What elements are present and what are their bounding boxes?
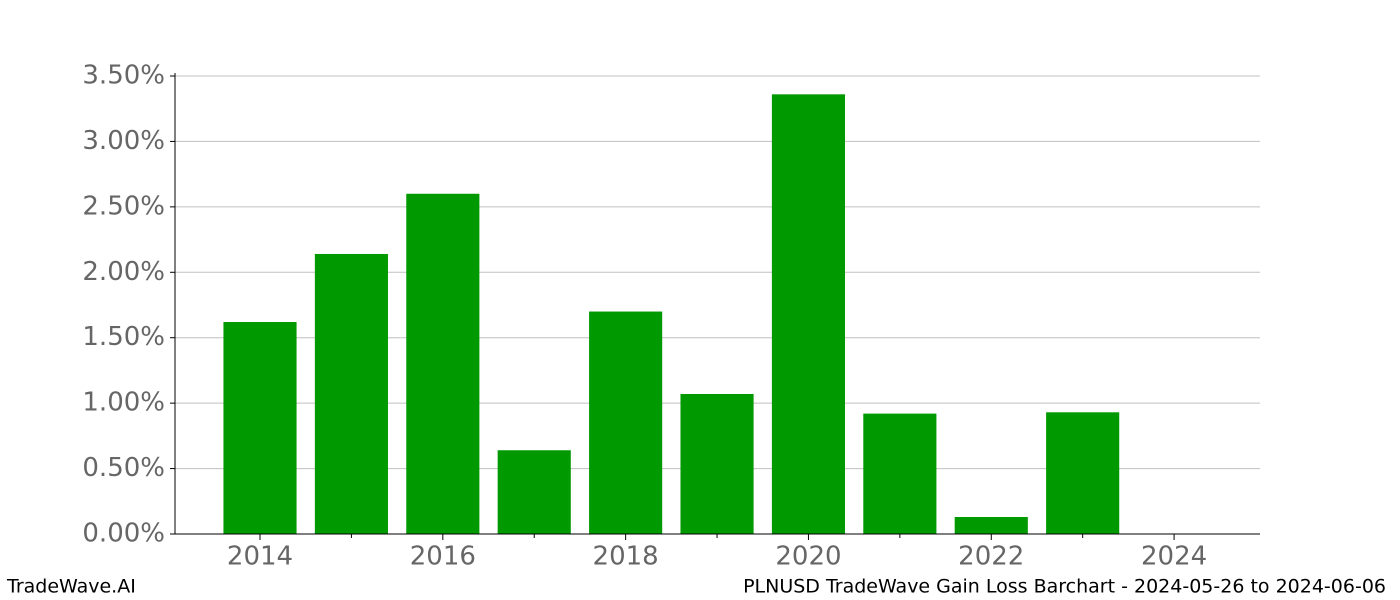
bar [1046,412,1120,534]
y-tick-label: 2.50% [82,191,165,221]
bar [863,413,937,534]
y-tick-label: 3.50% [82,61,165,91]
bar [314,253,388,535]
y-tick-label: 1.50% [82,322,165,352]
bar [497,450,571,534]
bar [954,516,1028,534]
bar [771,94,846,534]
x-tick-label: 2014 [227,542,293,572]
x-tick-label: 2020 [775,542,841,572]
bar [223,322,297,534]
footer-right: PLNUSD TradeWave Gain Loss Barchart - 20… [743,576,1386,598]
x-tick-label: 2016 [410,542,476,572]
x-tick-label: 2018 [593,542,659,572]
bar [680,393,754,534]
y-tick-label: 2.00% [82,257,165,287]
x-tick-label: 2024 [1141,542,1207,572]
footer-left: TradeWave.AI [6,576,136,598]
y-tick-label: 3.00% [82,126,165,156]
y-tick-label: 0.50% [82,453,165,483]
x-tick-label: 2022 [958,542,1024,572]
y-tick-label: 0.00% [82,519,165,549]
bar [589,311,663,534]
y-tick-label: 1.00% [82,388,165,418]
bar [406,193,480,534]
